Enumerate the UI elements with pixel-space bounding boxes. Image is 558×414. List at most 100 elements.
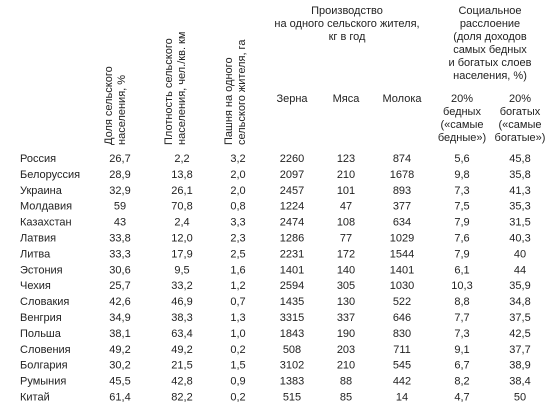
country-cell: Эстония bbox=[20, 264, 63, 276]
value-cell: 0,2 bbox=[230, 392, 245, 404]
value-cell: 26,7 bbox=[109, 153, 130, 165]
value-cell: 0,8 bbox=[230, 201, 245, 213]
value-cell: 1678 bbox=[390, 169, 414, 181]
value-cell: 634 bbox=[393, 217, 411, 229]
value-cell: 2,3 bbox=[230, 233, 245, 245]
value-cell: 37,5 bbox=[509, 312, 530, 324]
value-cell: 38,1 bbox=[109, 328, 130, 340]
value-cell: 42,5 bbox=[509, 328, 530, 340]
country-cell: Словения bbox=[20, 344, 71, 356]
value-cell: 1030 bbox=[390, 280, 414, 292]
value-cell: 49,2 bbox=[171, 344, 192, 356]
value-cell: 1401 bbox=[390, 264, 414, 276]
country-cell: Литва bbox=[20, 248, 51, 260]
country-cell: Польша bbox=[20, 328, 62, 340]
value-cell: 46,9 bbox=[171, 296, 192, 308]
column-header: бедных bbox=[443, 106, 481, 118]
value-cell: 2260 bbox=[280, 153, 304, 165]
value-cell: 3,2 bbox=[230, 153, 245, 165]
value-cell: 88 bbox=[340, 376, 352, 388]
value-cell: 33,2 bbox=[171, 280, 192, 292]
column-header: 20% bbox=[451, 93, 473, 105]
value-cell: 0,2 bbox=[230, 344, 245, 356]
country-cell: Казахстан bbox=[20, 217, 72, 229]
value-cell: 28,9 bbox=[109, 169, 130, 181]
value-cell: 172 bbox=[337, 248, 355, 260]
value-cell: 2,0 bbox=[230, 185, 245, 197]
value-cell: 8,8 bbox=[454, 296, 469, 308]
value-cell: 1401 bbox=[280, 264, 304, 276]
column-header: («самые bbox=[499, 119, 542, 131]
country-cell: Болгария bbox=[20, 360, 68, 372]
value-cell: 44 bbox=[514, 264, 526, 276]
value-cell: 7,3 bbox=[454, 328, 469, 340]
country-cell: Китай bbox=[20, 392, 50, 404]
value-cell: 9,1 bbox=[454, 344, 469, 356]
value-cell: 35,9 bbox=[509, 280, 530, 292]
value-cell: 508 bbox=[283, 344, 301, 356]
value-cell: 42,6 bbox=[109, 296, 130, 308]
value-cell: 108 bbox=[337, 217, 355, 229]
value-cell: 377 bbox=[393, 201, 411, 213]
group-header: Производство bbox=[311, 5, 383, 17]
value-cell: 7,7 bbox=[454, 312, 469, 324]
column-header: Мяса bbox=[333, 93, 361, 105]
value-cell: 6,1 bbox=[454, 264, 469, 276]
value-cell: 70,8 bbox=[171, 201, 192, 213]
value-cell: 101 bbox=[337, 185, 355, 197]
value-cell: 123 bbox=[337, 153, 355, 165]
value-cell: 190 bbox=[337, 328, 355, 340]
value-cell: 1,2 bbox=[230, 280, 245, 292]
value-cell: 893 bbox=[393, 185, 411, 197]
value-cell: 1286 bbox=[280, 233, 304, 245]
value-cell: 2231 bbox=[280, 248, 304, 260]
value-cell: 8,2 bbox=[454, 376, 469, 388]
value-cell: 2457 bbox=[280, 185, 304, 197]
value-cell: 1435 bbox=[280, 296, 304, 308]
country-cell: Латвия bbox=[20, 233, 56, 245]
value-cell: 515 bbox=[283, 392, 301, 404]
value-cell: 3102 bbox=[280, 360, 304, 372]
value-cell: 1224 bbox=[280, 201, 304, 213]
value-cell: 14 bbox=[396, 392, 408, 404]
value-cell: 12,0 bbox=[171, 233, 192, 245]
value-cell: 545 bbox=[393, 360, 411, 372]
value-cell: 21,5 bbox=[171, 360, 192, 372]
value-cell: 0,9 bbox=[230, 376, 245, 388]
value-cell: 38,4 bbox=[509, 376, 530, 388]
group-header: (доля доходов bbox=[453, 31, 527, 43]
group-header: населения, %) bbox=[453, 70, 527, 82]
value-cell: 40,3 bbox=[509, 233, 530, 245]
value-cell: 210 bbox=[337, 360, 355, 372]
column-header: богатые») bbox=[495, 132, 546, 144]
value-cell: 6,7 bbox=[454, 360, 469, 372]
value-cell: 2097 bbox=[280, 169, 304, 181]
column-header: Молока bbox=[383, 93, 423, 105]
group-header: самых бедных bbox=[453, 44, 527, 56]
value-cell: 7,9 bbox=[454, 217, 469, 229]
rotated-header: населения, чел./кв. км bbox=[176, 32, 188, 145]
group-header: Социальное bbox=[458, 5, 521, 17]
value-cell: 7,9 bbox=[454, 248, 469, 260]
column-header: («самые bbox=[441, 119, 484, 131]
value-cell: 85 bbox=[340, 392, 352, 404]
value-cell: 31,5 bbox=[509, 217, 530, 229]
value-cell: 41,3 bbox=[509, 185, 530, 197]
value-cell: 874 bbox=[393, 153, 411, 165]
value-cell: 37,7 bbox=[509, 344, 530, 356]
country-cell: Румыния bbox=[20, 376, 66, 388]
column-header: бедные») bbox=[438, 132, 486, 144]
value-cell: 63,4 bbox=[171, 328, 192, 340]
country-cell: Молдавия bbox=[20, 201, 72, 213]
value-cell: 1843 bbox=[280, 328, 304, 340]
value-cell: 2,5 bbox=[230, 248, 245, 260]
value-cell: 3315 bbox=[280, 312, 304, 324]
value-cell: 45,5 bbox=[109, 376, 130, 388]
value-cell: 38,3 bbox=[171, 312, 192, 324]
country-cell: Белоруссия bbox=[20, 169, 80, 181]
value-cell: 42,8 bbox=[171, 376, 192, 388]
rotated-header: Плотность сельского bbox=[163, 38, 175, 145]
value-cell: 50 bbox=[514, 392, 526, 404]
value-cell: 4,7 bbox=[454, 392, 469, 404]
value-cell: 61,4 bbox=[109, 392, 130, 404]
